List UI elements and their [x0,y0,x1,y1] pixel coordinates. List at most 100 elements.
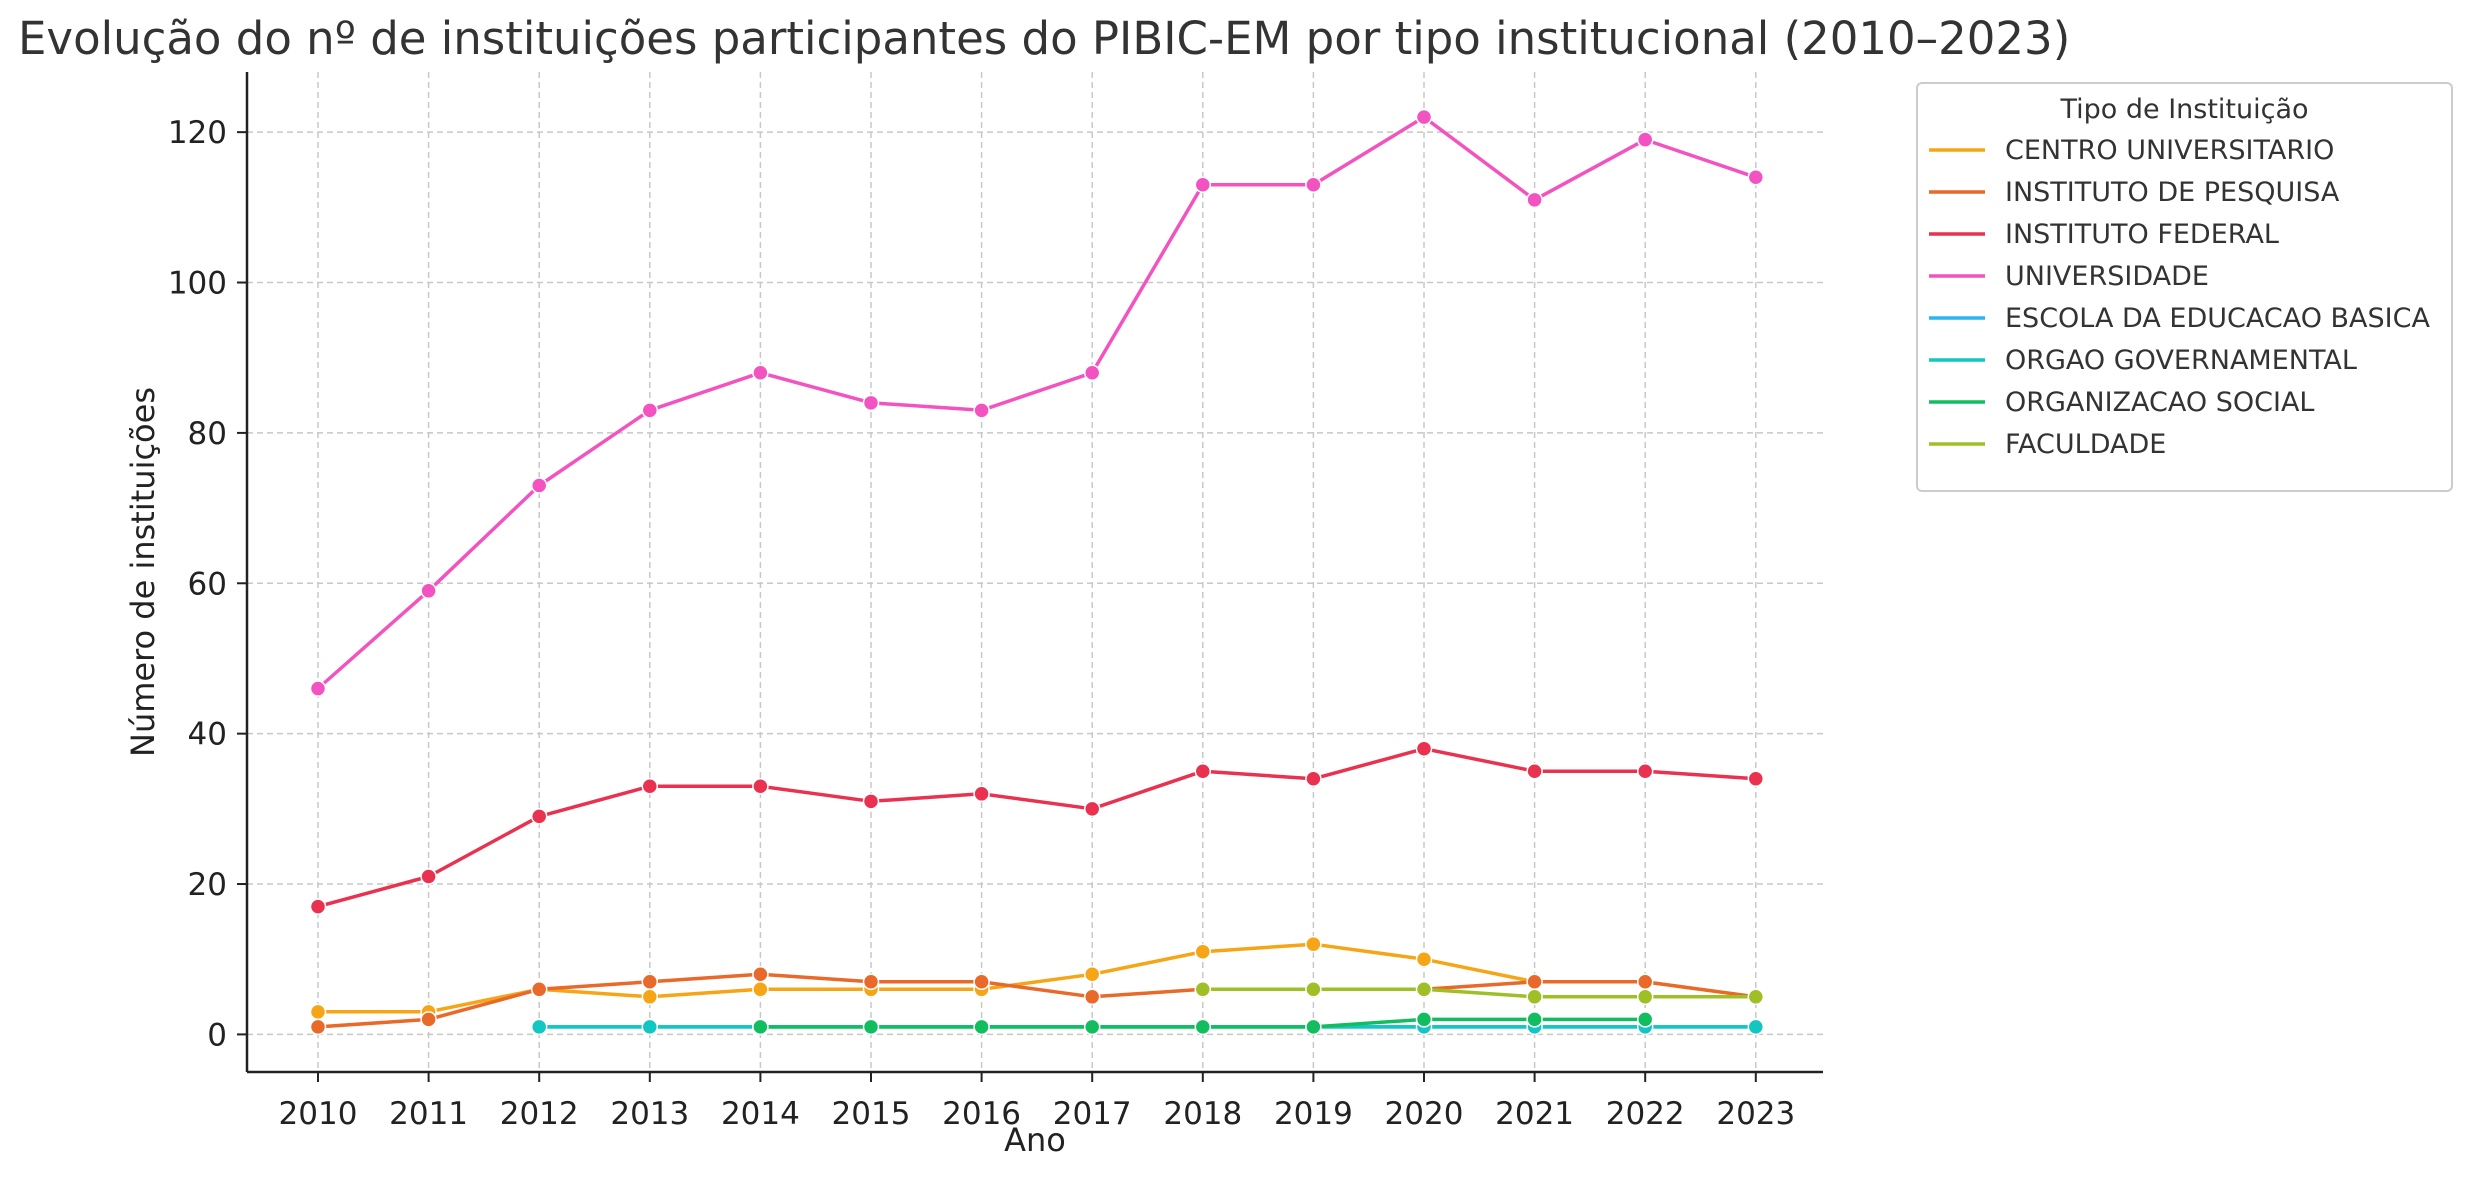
x-tick-label: 2016 [942,1096,1021,1132]
x-tick-label: 2023 [1716,1096,1795,1132]
legend-item: CENTRO UNIVERSITARIO [1929,135,2334,166]
chart-title: Evolução do nº de instituições participa… [18,12,2070,65]
x-tick-label: 2012 [500,1096,579,1132]
data-point [1747,169,1765,186]
data-point [420,1011,437,1028]
x-tick-label: 2010 [279,1096,358,1132]
data-point [530,981,548,998]
data-point [1305,1018,1322,1036]
x-tick-label: 2021 [1495,1096,1574,1132]
legend-label: FACULDADE [2005,429,2166,460]
data-point [309,898,327,915]
data-point [752,1018,769,1036]
x-tick-label: 2015 [832,1096,911,1132]
series-universidade [309,108,1765,697]
data-point [641,988,659,1006]
x-tick-label: 2018 [1163,1096,1242,1132]
legend-label: ORGANIZACAO SOCIAL [2005,387,2314,418]
data-point [1747,770,1765,788]
data-point [309,680,327,697]
series-instituto-de-pesquisa [309,966,1765,1036]
y-tick-label: 100 [168,266,227,302]
x-tick-label: 2013 [610,1096,689,1132]
data-point [862,973,880,991]
data-point [1526,988,1543,1006]
legend-item: INSTITUTO FEDERAL [1929,219,2279,250]
series-line [317,746,1756,909]
data-point [1747,988,1765,1006]
data-point [752,981,769,998]
x-tick-label: 2019 [1274,1096,1353,1132]
y-axis-label: Número de instituições [124,387,162,757]
y-tick-label: 20 [188,867,227,903]
series-centro-universitario [309,935,1765,1021]
series-line [318,942,1757,1014]
data-point [1415,981,1433,998]
series-faculdade [1194,981,1765,1006]
data-point [1305,981,1322,998]
data-point [1194,1018,1212,1036]
data-point [752,966,769,983]
data-point [1415,740,1433,757]
x-tick-label: 2014 [721,1096,800,1132]
x-tick-label: 2020 [1385,1096,1464,1132]
legend-item: FACULDADE [1929,429,2166,460]
data-point [1194,943,1212,960]
series-organizacao-social [752,1011,1654,1036]
y-tick-label: 120 [168,115,227,151]
legend-label: ORGAO GOVERNAMENTAL [2005,345,2357,376]
data-point [530,1018,548,1036]
data-point [1526,973,1543,991]
data-point [1415,108,1433,126]
data-point [862,1018,880,1036]
legend-label: INSTITUTO FEDERAL [2005,219,2279,250]
y-tick-label: 60 [188,566,227,602]
series-line [316,115,1757,690]
x-axis-label: Ano [1004,1121,1066,1159]
data-point [1194,762,1212,780]
data-point [1636,1011,1654,1028]
data-point [1526,191,1543,209]
legend-box [1916,82,2453,492]
data-point [420,868,437,885]
legend-title: Tipo de Instituição [2059,94,2308,125]
data-point [1636,973,1654,991]
series-line [1202,987,1756,999]
data-point [530,477,548,494]
series-layer [309,108,1765,1036]
legend-item: UNIVERSIDADE [1929,261,2209,292]
series-line [317,972,1757,1029]
data-point [641,778,659,795]
x-axis-ticks: 2010 2011 2012 2013 2014 2015 2016 2017 2018 2019… [279,1072,1795,1132]
data-point [1636,131,1654,148]
data-point [752,778,769,795]
data-point [1194,176,1212,194]
data-point [641,1018,659,1036]
data-point [1083,800,1101,818]
data-point [1415,1011,1433,1028]
data-point [1747,1018,1765,1036]
data-point [309,1018,327,1036]
legend-item: ORGANIZACAO SOCIAL [1929,387,2314,418]
data-point [1526,1011,1543,1028]
data-point [1083,966,1101,983]
data-point [973,1018,990,1036]
data-point [1636,988,1654,1006]
data-point [1305,176,1322,194]
data-point [752,364,769,382]
legend-item: ORGAO GOVERNAMENTAL [1929,345,2357,376]
legend-label: UNIVERSIDADE [2005,261,2209,292]
data-point [1194,981,1212,998]
legend: Tipo de Instituição CENTRO UNIVERSITARIO… [1916,82,2453,492]
y-tick-label: 40 [188,717,227,753]
data-point [973,785,990,803]
data-point [641,973,659,991]
legend-item: INSTITUTO DE PESQUISA [1929,177,2340,208]
legend-label: ESCOLA DA EDUCACAO BASICA [2005,303,2430,334]
data-point [1415,950,1433,968]
y-axis-ticks: 0 20 40 60 80 100 120 [168,115,247,1053]
legend-item: ESCOLA DA EDUCACAO BASICA [1929,303,2430,334]
axes [245,72,1823,1074]
data-point [1305,770,1322,788]
